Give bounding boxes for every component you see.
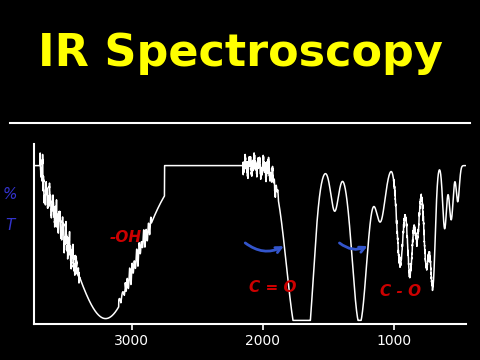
Text: C = O: C = O [250, 280, 297, 296]
Text: T: T [5, 217, 14, 233]
Text: C - O: C - O [380, 284, 420, 299]
Text: %: % [2, 187, 17, 202]
Text: -OH: -OH [109, 230, 141, 245]
Text: IR Spectroscopy: IR Spectroscopy [37, 32, 443, 75]
